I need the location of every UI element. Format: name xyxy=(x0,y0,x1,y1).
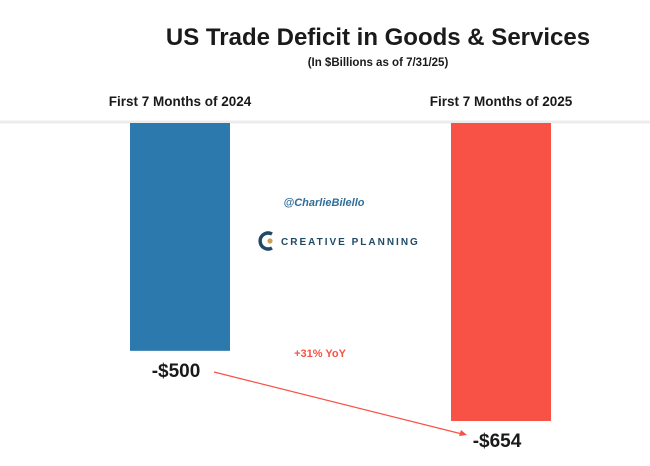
arrow-line xyxy=(213,371,463,435)
creative-planning-logo: CREATIVE PLANNING xyxy=(258,231,420,251)
yoy-annotation: +31% YoY xyxy=(294,348,347,360)
logo-text: CREATIVE PLANNING xyxy=(281,237,420,248)
change-arrow xyxy=(213,371,467,436)
creative-planning-mark-icon xyxy=(258,231,273,251)
bar-2025 xyxy=(451,123,551,421)
category-label-2025: First 7 Months of 2025 xyxy=(430,94,573,109)
category-label-2024: First 7 Months of 2024 xyxy=(109,94,252,109)
value-label-2024: -$500 xyxy=(152,361,201,382)
chart-subtitle: (In $Billions as of 7/31/25) xyxy=(308,57,449,69)
bars-group xyxy=(130,123,551,421)
bar-2024 xyxy=(130,123,230,351)
author-handle: @CharlieBilello xyxy=(283,197,364,209)
chart-title: US Trade Deficit in Goods & Services xyxy=(166,24,590,51)
value-labels-group: -$500 -$654 xyxy=(152,361,522,452)
arrow-head-icon xyxy=(459,430,467,436)
value-label-2025: -$654 xyxy=(473,431,522,452)
